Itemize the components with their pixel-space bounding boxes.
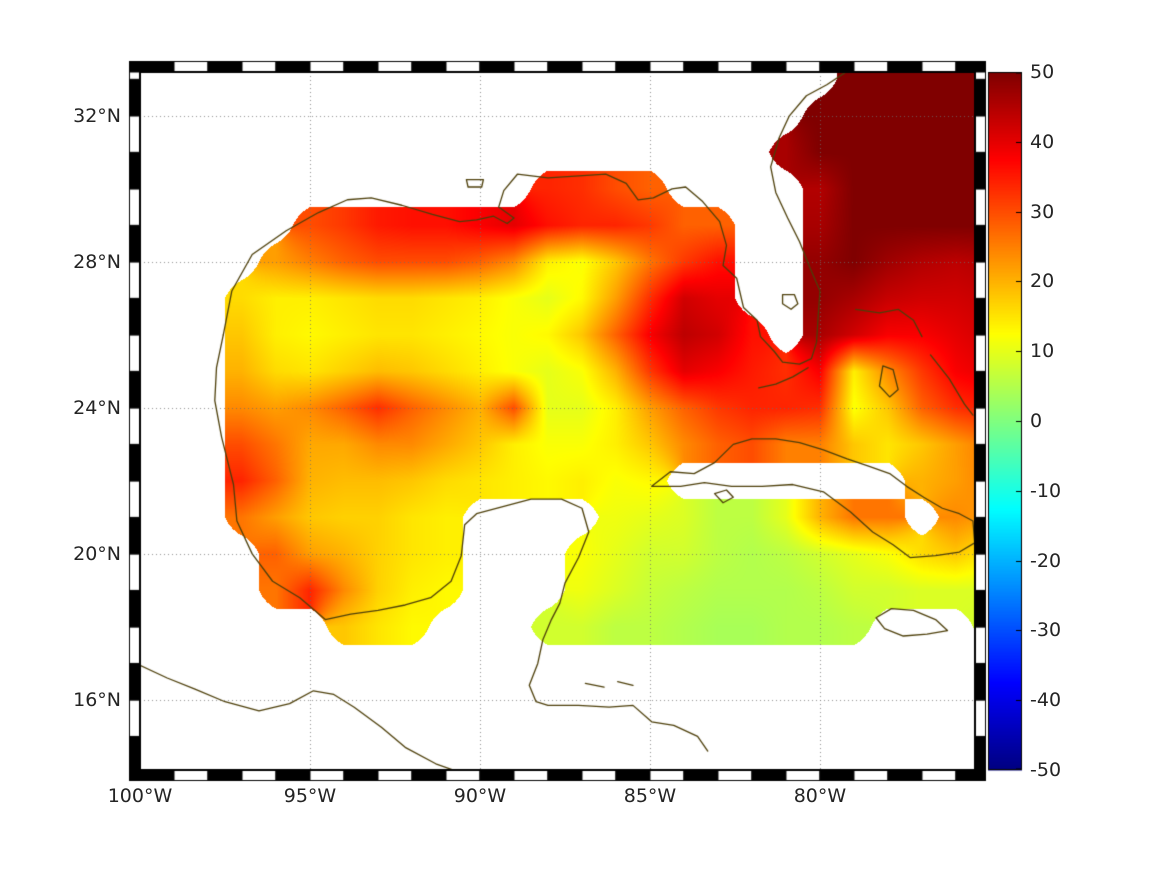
colorbar-tick-label: 0 — [1030, 410, 1043, 432]
colorbar-tick-label: -30 — [1030, 619, 1062, 642]
colorbar-tick-label: 20 — [1030, 270, 1055, 293]
colorbar-tick-label: -40 — [1030, 689, 1062, 712]
x-tick-label: 90°W — [453, 785, 507, 807]
x-tick-label: 80°W — [793, 785, 847, 807]
colorbar-tick-label: 40 — [1030, 130, 1055, 153]
x-tick-label: 100°W — [107, 785, 173, 807]
colorbar-tick-label: -20 — [1030, 549, 1062, 572]
colorbar-tick-label: -10 — [1030, 479, 1062, 502]
y-tick-label: 24°N — [73, 396, 121, 419]
y-tick-label: 32°N — [73, 104, 121, 127]
colorbar-tick-label: 10 — [1030, 340, 1055, 363]
x-tick-label: 95°W — [283, 785, 337, 807]
colorbar-tick-label: 50 — [1030, 61, 1055, 83]
colorbar-tick-label: -50 — [1030, 759, 1062, 781]
y-tick-label: 28°N — [73, 250, 121, 273]
colorbar-tick-label: 30 — [1030, 200, 1055, 223]
y-tick-label: 20°N — [73, 542, 121, 565]
y-tick-label: 16°N — [73, 688, 121, 711]
x-tick-label: 85°W — [623, 785, 677, 807]
